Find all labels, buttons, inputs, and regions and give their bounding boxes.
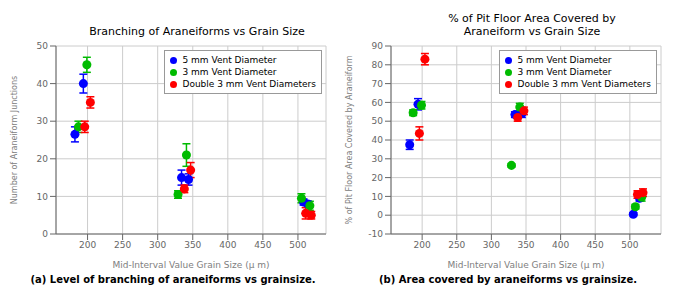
svg-text:200: 200 — [79, 240, 96, 250]
html-text:(b) Area covered by araneiform: (b) Area covered by araneiforms vs grain… — [379, 274, 637, 285]
svg-text:% of Pit Floor Area Covered by: % of Pit Floor Area Covered by Araneifor… — [345, 55, 354, 224]
svg-text:10: 10 — [372, 192, 384, 202]
svg-text:30: 30 — [372, 154, 384, 164]
html-text:5 mm Vent Diameter: 5 mm Vent Diameter — [517, 55, 612, 65]
svg-text:300: 300 — [483, 240, 500, 250]
svg-text:-10: -10 — [368, 229, 383, 239]
svg-text:0: 0 — [377, 210, 383, 220]
svg-text:70: 70 — [372, 79, 384, 89]
svg-text:60: 60 — [372, 98, 384, 108]
html-text:Double 3 mm Vent Diameters: Double 3 mm Vent Diameters — [182, 79, 316, 89]
html-text:Branching of Araneiforms vs Gr: Branching of Araneiforms vs Grain Size — [89, 25, 305, 38]
svg-text:500: 500 — [621, 240, 638, 250]
svg-text:40: 40 — [372, 135, 384, 145]
svg-text:200: 200 — [414, 240, 431, 250]
svg-text:400: 400 — [552, 240, 569, 250]
html-text:3 mm Vent Diameter: 3 mm Vent Diameter — [517, 67, 612, 77]
svg-text:30: 30 — [37, 116, 49, 126]
svg-text:350: 350 — [517, 240, 534, 250]
html-text:Double 3 mm Vent Diameters: Double 3 mm Vent Diameters — [517, 79, 651, 89]
svg-text:250: 250 — [114, 240, 131, 250]
svg-text:40: 40 — [37, 79, 49, 89]
svg-text:20: 20 — [37, 154, 49, 164]
svg-text:50: 50 — [37, 41, 49, 51]
svg-text:10: 10 — [37, 192, 49, 202]
svg-text:500: 500 — [289, 240, 306, 250]
svg-text:350: 350 — [184, 240, 201, 250]
svg-text:20: 20 — [372, 173, 384, 183]
svg-text:90: 90 — [372, 41, 384, 51]
svg-text:450: 450 — [587, 240, 604, 250]
svg-text:250: 250 — [448, 240, 465, 250]
svg-text:450: 450 — [254, 240, 271, 250]
svg-text:300: 300 — [149, 240, 166, 250]
svg-text:80: 80 — [372, 60, 384, 70]
svg-text:0: 0 — [42, 229, 48, 239]
svg-text:400: 400 — [219, 240, 236, 250]
svg-text:50: 50 — [372, 116, 384, 126]
svg-text:Mid-Interval Value Grain Size: Mid-Interval Value Grain Size (μ m) — [112, 260, 269, 270]
html-text:5 mm Vent Diameter: 5 mm Vent Diameter — [182, 55, 277, 65]
html-text:(a) Level of branching of aran: (a) Level of branching of araneiforms vs… — [30, 274, 316, 285]
html-text:% of Pit Floor Area Covered by: % of Pit Floor Area Covered by Araneifor… — [448, 12, 616, 38]
svg-text:Mid-Interval Value Grain Size: Mid-Interval Value Grain Size (μ m) — [447, 260, 604, 270]
svg-text:Number of Araneiform Junctions: Number of Araneiform Junctions — [10, 76, 19, 204]
html-text:3 mm Vent Diameter: 3 mm Vent Diameter — [182, 67, 277, 77]
